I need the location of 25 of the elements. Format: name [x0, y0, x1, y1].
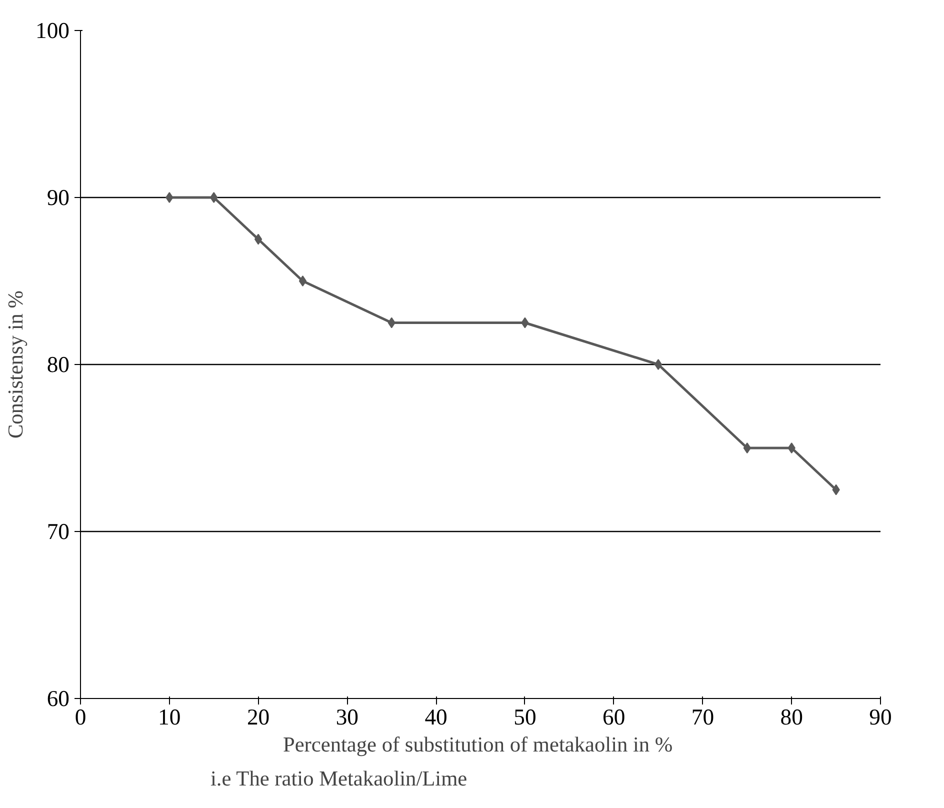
x-tick-label: 90: [869, 704, 892, 730]
text: i.e The ratio Metakaolin/Lime: [210, 766, 468, 790]
y-tick-label: 100: [36, 18, 70, 43]
x-tick-label: 20: [246, 704, 270, 730]
x-axis-title: Percentage of substitution of metakaolin in %: [282, 732, 673, 756]
y-tick-label: 70: [46, 519, 70, 544]
x-tick-label: 60: [602, 704, 626, 730]
y-tick-label: 60: [46, 686, 70, 711]
x-tick-label: 0: [74, 704, 86, 730]
x-tick-label: 70: [691, 704, 714, 730]
point: [654, 359, 662, 370]
x-tick-label: 30: [336, 704, 358, 730]
x-tick-label: 10: [158, 704, 181, 730]
point: [254, 234, 262, 245]
x-tick-label: 50: [514, 704, 536, 730]
y-tick-label: 90: [46, 185, 70, 210]
point: [210, 192, 218, 203]
y-tick-label: 80: [46, 352, 70, 377]
point: [788, 442, 796, 454]
point: [743, 442, 751, 454]
point: [166, 192, 174, 203]
y-axis-title: Consistensy in %: [4, 290, 28, 439]
point: [298, 276, 307, 286]
x-tick-label: 40: [424, 704, 448, 730]
x-tick-label: 80: [780, 704, 803, 730]
